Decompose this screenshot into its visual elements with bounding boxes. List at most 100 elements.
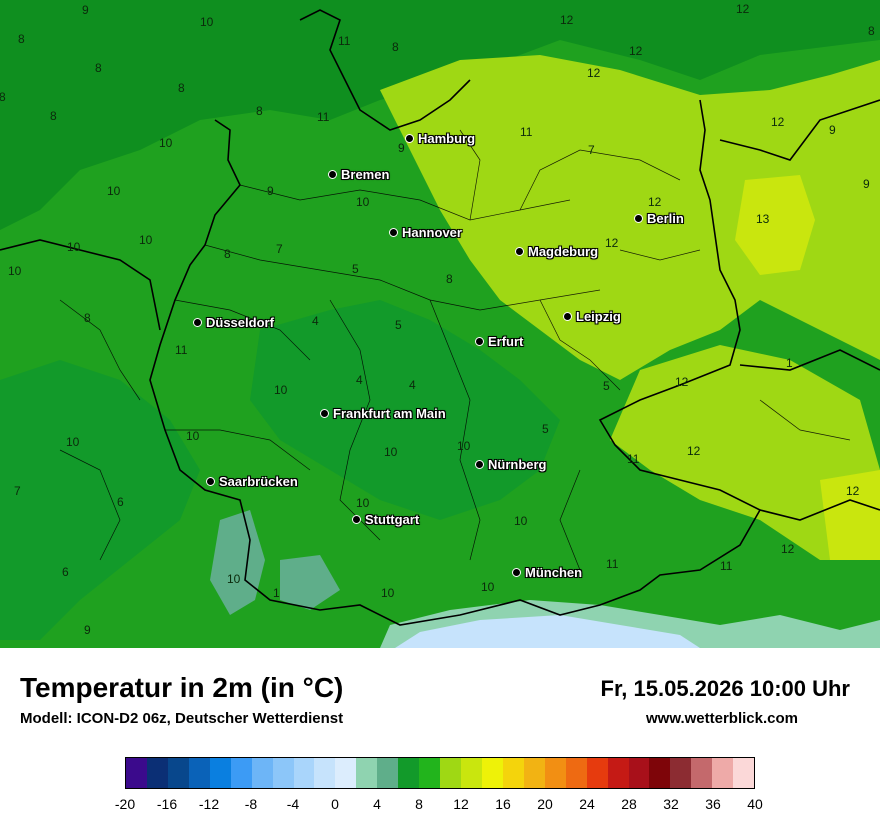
legend-swatch bbox=[712, 758, 734, 788]
city-name: Nürnberg bbox=[488, 457, 547, 472]
city-dot-icon bbox=[328, 170, 337, 179]
legend-swatch bbox=[272, 758, 294, 788]
temperature-value: 12 bbox=[736, 2, 750, 16]
legend-swatch bbox=[356, 758, 378, 788]
temperature-value: 12 bbox=[629, 44, 643, 58]
city-name: Hannover bbox=[402, 225, 462, 240]
temperature-value: 10 bbox=[8, 264, 22, 278]
temperature-value: 6 bbox=[117, 495, 124, 509]
legend-swatch bbox=[251, 758, 273, 788]
city-marker[interactable]: Nürnberg bbox=[475, 457, 547, 472]
city-marker[interactable]: Magdeburg bbox=[515, 244, 598, 259]
legend-swatch bbox=[670, 758, 692, 788]
city-name: Magdeburg bbox=[528, 244, 599, 259]
temperature-value: 9 bbox=[829, 123, 836, 137]
legend-tick-label: -12 bbox=[198, 796, 220, 812]
temperature-value: 8 bbox=[84, 311, 91, 325]
warm-area-northeast bbox=[380, 55, 880, 380]
legend-swatch bbox=[523, 758, 545, 788]
city-marker[interactable]: Hamburg bbox=[405, 131, 475, 146]
city-dot-icon bbox=[475, 460, 484, 469]
city-marker[interactable]: Saarbrücken bbox=[206, 474, 298, 489]
temperature-value: 11 bbox=[606, 557, 619, 571]
temperature-value: 11 bbox=[175, 343, 188, 357]
temperature-value: 8 bbox=[95, 61, 102, 75]
temperature-value: 7 bbox=[276, 242, 283, 256]
temperature-value: 9 bbox=[267, 184, 274, 198]
city-marker[interactable]: Frankfurt am Main bbox=[320, 406, 446, 421]
legend-tick-label: 16 bbox=[495, 796, 511, 812]
city-marker[interactable]: Stuttgart bbox=[352, 512, 419, 527]
temperature-value: 8 bbox=[868, 24, 875, 38]
city-name: München bbox=[525, 565, 583, 580]
city-dot-icon bbox=[320, 409, 329, 418]
city-marker[interactable]: Düsseldorf bbox=[193, 315, 274, 330]
temperature-value: 8 bbox=[18, 32, 25, 46]
temperature-value: 13 bbox=[756, 212, 770, 226]
temperature-value: 5 bbox=[352, 262, 359, 276]
legend-swatch bbox=[607, 758, 629, 788]
legend-tick-label: 4 bbox=[373, 796, 381, 812]
legend-swatch bbox=[502, 758, 524, 788]
temperature-value: 5 bbox=[603, 379, 610, 393]
temperature-value: 12 bbox=[648, 195, 662, 209]
city-marker[interactable]: Hannover bbox=[389, 225, 462, 240]
cool-area-swabian bbox=[280, 555, 340, 610]
city-marker[interactable]: Leipzig bbox=[563, 309, 621, 324]
temperature-value: 9 bbox=[82, 3, 89, 17]
temperature-value: 5 bbox=[395, 318, 402, 332]
temperature-value: 8 bbox=[0, 90, 6, 104]
website-link[interactable]: www.wetterblick.com bbox=[646, 710, 798, 727]
temperature-value: 4 bbox=[409, 378, 416, 392]
city-name: Saarbrücken bbox=[219, 474, 298, 489]
temperature-value: 12 bbox=[687, 444, 701, 458]
legend-swatch bbox=[335, 758, 357, 788]
legend-swatch bbox=[691, 758, 713, 788]
city-name: Bremen bbox=[341, 167, 390, 182]
legend-swatch bbox=[398, 758, 420, 788]
warm-spot-brandenburg bbox=[735, 175, 815, 275]
legend-tick-label: -8 bbox=[244, 796, 258, 812]
city-name: Frankfurt am Main bbox=[333, 406, 446, 421]
temperature-value: 8 bbox=[446, 272, 453, 286]
legend-swatch bbox=[461, 758, 482, 788]
legend-swatch bbox=[565, 758, 587, 788]
model-info: Modell: ICON-D2 06z, Deutscher Wetterdie… bbox=[20, 710, 344, 727]
temperature-value: 9 bbox=[84, 623, 91, 637]
legend-swatch bbox=[188, 758, 210, 788]
temperature-value: 10 bbox=[356, 496, 370, 510]
temperature-value: 12 bbox=[771, 115, 785, 129]
city-name: Hamburg bbox=[418, 131, 476, 146]
temperature-value: 10 bbox=[384, 445, 398, 459]
temperature-value: 10 bbox=[356, 195, 370, 209]
temperature-value: 7 bbox=[14, 484, 21, 498]
legend-swatch bbox=[733, 758, 755, 788]
temperature-value: 10 bbox=[186, 429, 200, 443]
legend-tick-label: 20 bbox=[537, 796, 553, 812]
legend-swatch bbox=[586, 758, 608, 788]
temperature-value: 10 bbox=[139, 233, 153, 247]
temperature-value: 1 bbox=[273, 586, 280, 600]
warm-spot-bohemia bbox=[610, 345, 880, 560]
temperature-value: 8 bbox=[178, 81, 185, 95]
temperature-value: 7 bbox=[588, 143, 595, 157]
temperature-value: 10 bbox=[274, 383, 288, 397]
city-marker[interactable]: Berlin bbox=[634, 211, 684, 226]
legend-tick-label: -20 bbox=[114, 796, 136, 812]
temperature-map[interactable]: 9 10 8 11 8 12 12 8 12 12 8 8 8 8 8 11 11 12 9 10 7 9 10 9 9 10 12… bbox=[0, 0, 880, 648]
color-scale-ticks: -20 -16 -12 -8 -4 0 4 8 12 16 20 24 28 32 36 40 bbox=[115, 796, 763, 816]
temperature-value: 10 bbox=[159, 136, 173, 150]
temperature-value: 11 bbox=[627, 452, 640, 466]
map-footer: Temperatur in 2m (in °C) Modell: ICON-D2… bbox=[0, 648, 880, 830]
city-marker[interactable]: Bremen bbox=[328, 167, 389, 182]
color-scale-legend bbox=[125, 757, 755, 789]
city-dot-icon bbox=[563, 312, 572, 321]
temperature-value: 12 bbox=[605, 236, 619, 250]
city-marker[interactable]: Erfurt bbox=[475, 334, 523, 349]
legend-swatch bbox=[544, 758, 566, 788]
legend-swatch bbox=[377, 758, 399, 788]
city-marker[interactable]: München bbox=[512, 565, 582, 580]
temperature-value: 10 bbox=[200, 15, 214, 29]
legend-tick-label: 40 bbox=[747, 796, 763, 812]
city-dot-icon bbox=[634, 214, 643, 223]
